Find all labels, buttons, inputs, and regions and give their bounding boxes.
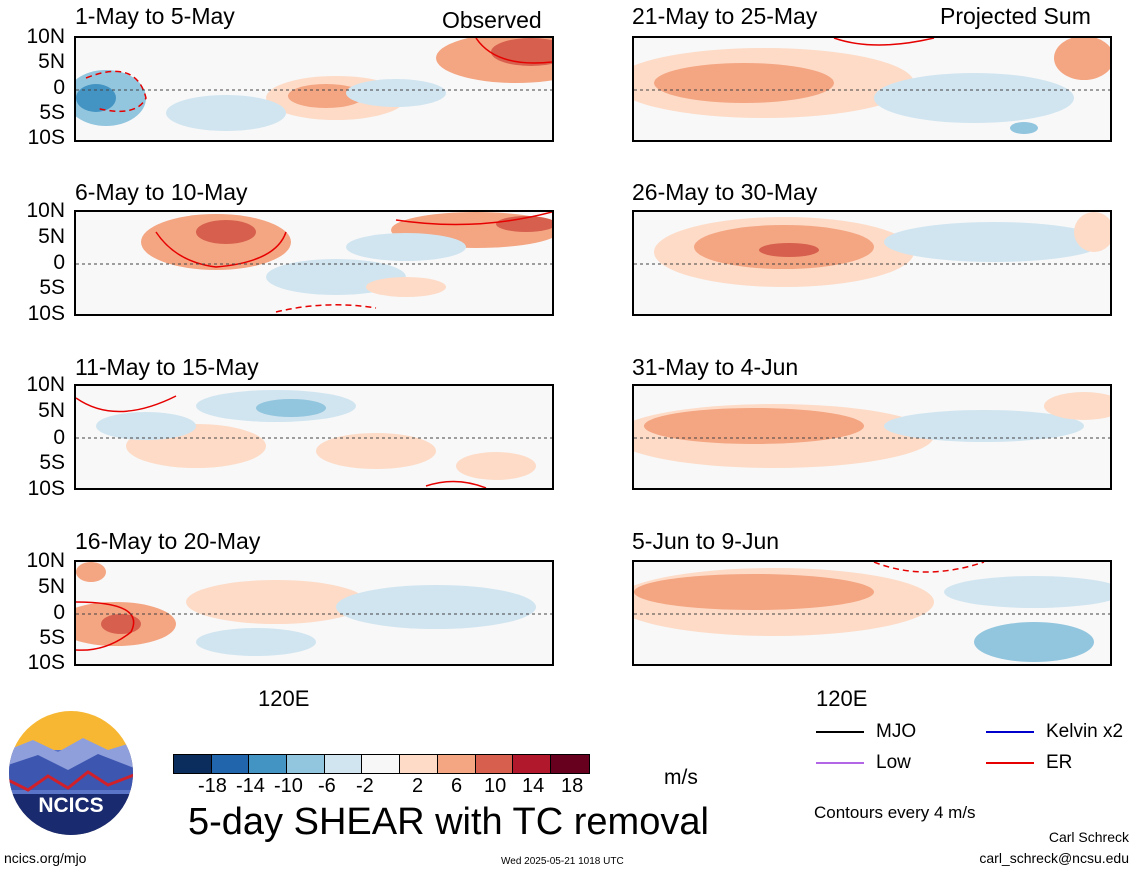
colorbar-swatch — [437, 755, 476, 773]
colorbar-tick: 18 — [561, 775, 584, 797]
colorbar-swatch — [249, 755, 288, 773]
colorbar-swatch — [550, 755, 589, 773]
colorbar-swatch — [362, 755, 401, 773]
legend-line-kelvin — [986, 731, 1034, 733]
map-proj-4 — [632, 560, 1112, 666]
map-obs-2 — [74, 210, 554, 316]
lat-label: 10N — [26, 199, 65, 222]
colorbar-tick: 6 — [451, 775, 463, 797]
colorbar-tick: -2 — [356, 775, 374, 797]
colorbar-tick: 14 — [522, 775, 545, 797]
lat-label: 10N — [26, 25, 65, 48]
colorbar-swatch — [287, 755, 325, 773]
lat-label: 0 — [53, 426, 65, 449]
legend-line-low — [816, 762, 864, 764]
lon-label-right: 120E — [816, 686, 868, 711]
panel-title-obs-1: 1-May to 5-May — [75, 3, 235, 29]
colorbar — [173, 754, 590, 774]
lat-label: 5N — [38, 575, 65, 598]
lat-label: 10S — [27, 302, 65, 325]
legend-label: MJO — [876, 721, 917, 742]
timestamp: Wed 2025-05-21 1018 UTC — [501, 856, 624, 867]
lat-label: 10S — [27, 126, 65, 149]
lat-label: 10S — [27, 477, 65, 500]
panel-title-obs-2: 6-May to 10-May — [75, 179, 248, 205]
shear-field-proj-1 — [634, 38, 1110, 134]
colorbar-tick: -6 — [318, 775, 336, 797]
legend-line-mjo — [816, 731, 864, 733]
contour-note: Contours every 4 m/s — [814, 803, 976, 822]
colorbar-swatch — [475, 755, 514, 773]
colorbar-swatch — [513, 755, 551, 773]
colorbar-tick: 2 — [412, 775, 424, 797]
colorbar-tick: -14 — [236, 775, 265, 797]
lat-label: 5S — [39, 626, 65, 649]
map-proj-3 — [632, 384, 1112, 490]
panel-title-obs-4: 16-May to 20-May — [75, 528, 261, 554]
lat-label: 5N — [38, 225, 65, 248]
map-obs-3 — [74, 384, 554, 490]
panel-title-proj-4: 5-Jun to 9-Jun — [632, 528, 780, 554]
shear-field-obs-3 — [76, 390, 552, 488]
figure-title: 5-day SHEAR with TC removal — [188, 801, 709, 843]
legend-kelvin: Kelvin x2 — [986, 721, 1123, 743]
shear-field-proj-4 — [634, 562, 1110, 662]
panel-title-proj-2: 26-May to 30-May — [632, 179, 818, 205]
colorbar-tick: -18 — [198, 775, 227, 797]
credit-email: carl_schreck@ncsu.edu — [979, 850, 1129, 866]
shear-field-obs-4 — [76, 562, 552, 656]
panel-title-proj-3: 31-May to 4-Jun — [632, 354, 799, 380]
lat-label: 0 — [53, 251, 65, 274]
legend-er: ER — [986, 752, 1072, 774]
colorbar-swatch — [211, 755, 250, 773]
colorbar-swatch — [324, 755, 363, 773]
map-obs-1 — [74, 36, 554, 142]
legend-mjo: MJO — [816, 721, 916, 743]
shear-field-proj-2 — [634, 212, 1110, 287]
colorbar-tick: -10 — [274, 775, 303, 797]
colorbar-tick: 10 — [484, 775, 507, 797]
colorbar-swatch — [174, 755, 212, 773]
lat-label: 5N — [38, 50, 65, 73]
lon-label-left: 120E — [258, 686, 310, 711]
projected-sum-label: Projected Sum — [940, 3, 1091, 29]
lat-label: 10N — [26, 549, 65, 572]
logo-text: NCICS — [38, 794, 103, 817]
shear-field-obs-1 — [76, 38, 552, 131]
website-link[interactable]: ncics.org/mjo — [4, 850, 87, 866]
legend-low: Low — [816, 752, 911, 774]
shear-field-obs-2 — [76, 212, 552, 313]
legend-label: Kelvin x2 — [1046, 721, 1124, 742]
lat-label: 5S — [39, 451, 65, 474]
panel-title-obs-3: 11-May to 15-May — [75, 354, 259, 380]
lat-label: 5S — [39, 276, 65, 299]
ncics-logo: NCICS — [9, 711, 133, 835]
map-proj-1 — [632, 36, 1112, 142]
legend-label: Low — [876, 752, 911, 773]
map-proj-2 — [632, 210, 1112, 316]
lat-label: 5S — [39, 101, 65, 124]
map-obs-4 — [74, 560, 554, 666]
shear-field-proj-3 — [634, 392, 1110, 468]
legend-label: ER — [1046, 752, 1073, 773]
legend-line-er — [986, 762, 1034, 764]
colorbar-swatch — [400, 755, 438, 773]
lat-label: 5N — [38, 399, 65, 422]
lat-label: 0 — [53, 76, 65, 99]
units-label: m/s — [664, 766, 698, 789]
lat-label: 10N — [26, 373, 65, 396]
observed-label: Observed — [442, 7, 542, 33]
panel-title-proj-1: 21-May to 25-May — [632, 3, 818, 29]
lat-label: 10S — [27, 651, 65, 674]
lat-label: 0 — [53, 601, 65, 624]
credit-name: Carl Schreck — [1048, 829, 1129, 845]
